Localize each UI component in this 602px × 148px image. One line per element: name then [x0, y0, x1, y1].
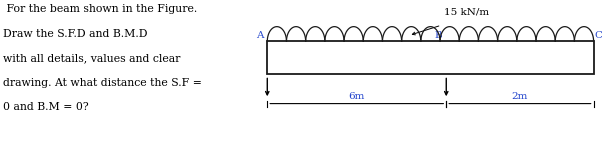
Text: drawing. At what distance the S.F =: drawing. At what distance the S.F =	[3, 78, 202, 88]
Text: B: B	[434, 31, 442, 40]
Text: 6m: 6m	[349, 92, 365, 101]
Text: For the beam shown in the Figure.: For the beam shown in the Figure.	[3, 4, 197, 15]
FancyBboxPatch shape	[267, 41, 594, 74]
Text: Draw the S.F.D and B.M.D: Draw the S.F.D and B.M.D	[3, 29, 147, 39]
Text: 15 kN/m: 15 kN/m	[444, 7, 489, 16]
Text: A: A	[256, 31, 264, 40]
Text: 0 and B.M = 0?: 0 and B.M = 0?	[3, 102, 88, 112]
Text: 2m: 2m	[512, 92, 528, 101]
Text: C: C	[594, 31, 602, 40]
Text: with all details, values and clear: with all details, values and clear	[3, 53, 181, 63]
